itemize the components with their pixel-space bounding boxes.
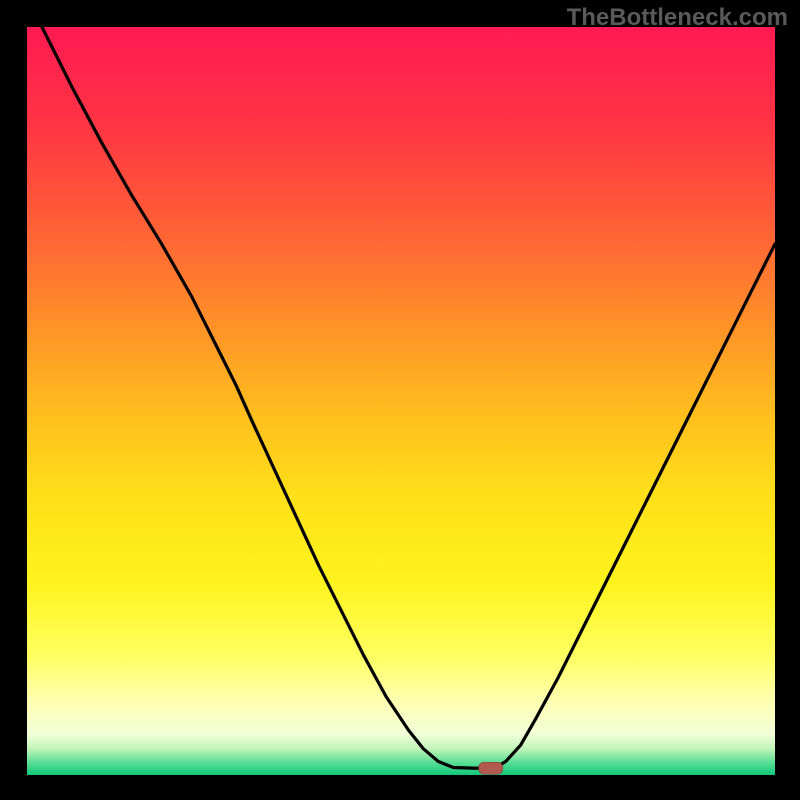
chart-container: TheBottleneck.com: [0, 0, 800, 800]
plot-background: [27, 27, 775, 775]
bottleneck-chart: [0, 0, 800, 800]
optimal-marker: [479, 762, 503, 774]
watermark-text: TheBottleneck.com: [567, 4, 788, 32]
